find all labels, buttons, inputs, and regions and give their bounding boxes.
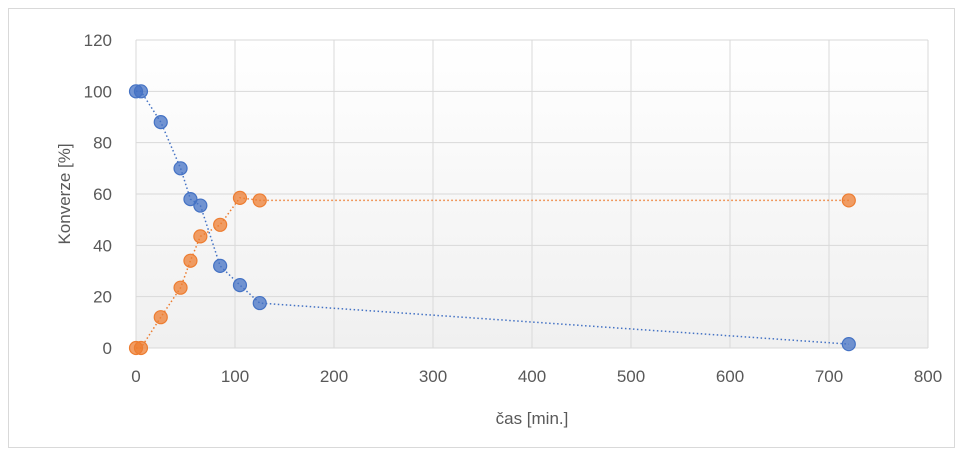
y-tick-label: 40 <box>93 236 112 255</box>
x-tick-label: 0 <box>131 367 140 386</box>
series-1-point-7 <box>232 278 248 293</box>
series-2-point-7 <box>232 190 248 205</box>
x-axis-tick-labels: 0 100 200 300 400 500 600 700 800 <box>131 367 942 386</box>
series-1-point-1 <box>133 84 149 99</box>
data-points <box>128 84 856 356</box>
gridlines <box>135 39 929 349</box>
x-tick-label: 500 <box>617 367 645 386</box>
series-2-point-6 <box>213 217 228 232</box>
y-tick-label: 0 <box>103 339 112 358</box>
series-2-point-2 <box>153 310 168 325</box>
series-1-point-2 <box>153 115 168 130</box>
x-axis-title: čas [min.] <box>496 409 569 428</box>
y-tick-label: 20 <box>93 288 112 307</box>
x-tick-label: 400 <box>518 367 546 386</box>
series-2-point-4 <box>183 253 198 268</box>
series-1-point-3 <box>173 161 188 176</box>
series-1-point-5 <box>193 198 208 213</box>
y-tick-label: 100 <box>84 82 112 101</box>
y-tick-label: 80 <box>93 134 112 153</box>
x-tick-label: 200 <box>320 367 348 386</box>
series-1-point-6 <box>213 258 228 273</box>
x-tick-label: 300 <box>419 367 447 386</box>
x-tick-label: 600 <box>716 367 744 386</box>
series-2-point-1 <box>133 340 149 356</box>
series-1-point-4 <box>183 192 198 207</box>
y-axis-title: Konverze [%] <box>55 143 74 244</box>
series-2-point-5 <box>193 229 208 244</box>
series-line-1 <box>136 90 849 345</box>
series-1-point-8 <box>252 295 267 311</box>
x-tick-label: 100 <box>221 367 249 386</box>
series-2-point-8 <box>252 193 267 208</box>
x-tick-label: 800 <box>914 367 942 386</box>
series-1-point-9 <box>841 337 856 352</box>
series-lines <box>136 90 849 349</box>
series-2-point-3 <box>173 280 188 295</box>
series-2-point-9 <box>841 193 856 208</box>
x-tick-label: 700 <box>815 367 843 386</box>
y-tick-label: 60 <box>93 185 112 204</box>
y-tick-label: 120 <box>84 31 112 50</box>
y-axis-tick-labels: 0 20 40 60 80 100 120 <box>84 31 112 358</box>
